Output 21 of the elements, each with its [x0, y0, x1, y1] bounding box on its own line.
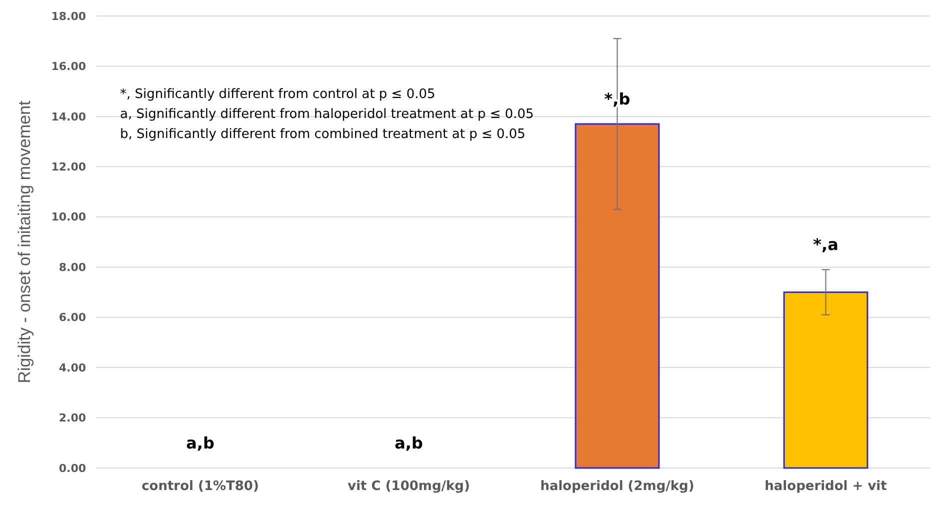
x-tick-label: haloperidol + vit — [764, 479, 887, 494]
y-tick-label: 2.00 — [58, 412, 86, 425]
y-tick-label: 18.00 — [51, 10, 86, 23]
annotation: *,a — [813, 235, 838, 254]
y-tick-label: 16.00 — [51, 60, 86, 74]
y-tick-label: 14.00 — [51, 110, 86, 124]
y-tick-label: 4.00 — [58, 361, 86, 374]
annotation: a,b — [186, 434, 214, 453]
y-tick-label: 12.00 — [51, 160, 86, 174]
y-tick-label: 8.00 — [58, 260, 86, 274]
y-tick-label: 0.00 — [58, 462, 86, 475]
x-tick-label: control (1%T80) — [142, 479, 259, 494]
x-tick-label: vit C (100mg/kg) — [348, 479, 470, 494]
y-tick-label: 10.00 — [51, 210, 86, 224]
annotation: a, Significantly different from haloperidol treatment at p ≤ 0.05 — [120, 107, 534, 122]
annotation: *, Significantly different from control at p ≤ 0.05 — [120, 87, 436, 102]
annotation: b, Significantly different from combined treatment at p ≤ 0.05 — [120, 127, 526, 142]
annotation: a,b — [394, 434, 423, 453]
y-tick-label: 6.00 — [58, 311, 86, 324]
x-tick-label: haloperidol (2mg/kg) — [540, 479, 694, 494]
y-axis-title: Rigidity - onset of initaiting movement — [15, 100, 34, 384]
